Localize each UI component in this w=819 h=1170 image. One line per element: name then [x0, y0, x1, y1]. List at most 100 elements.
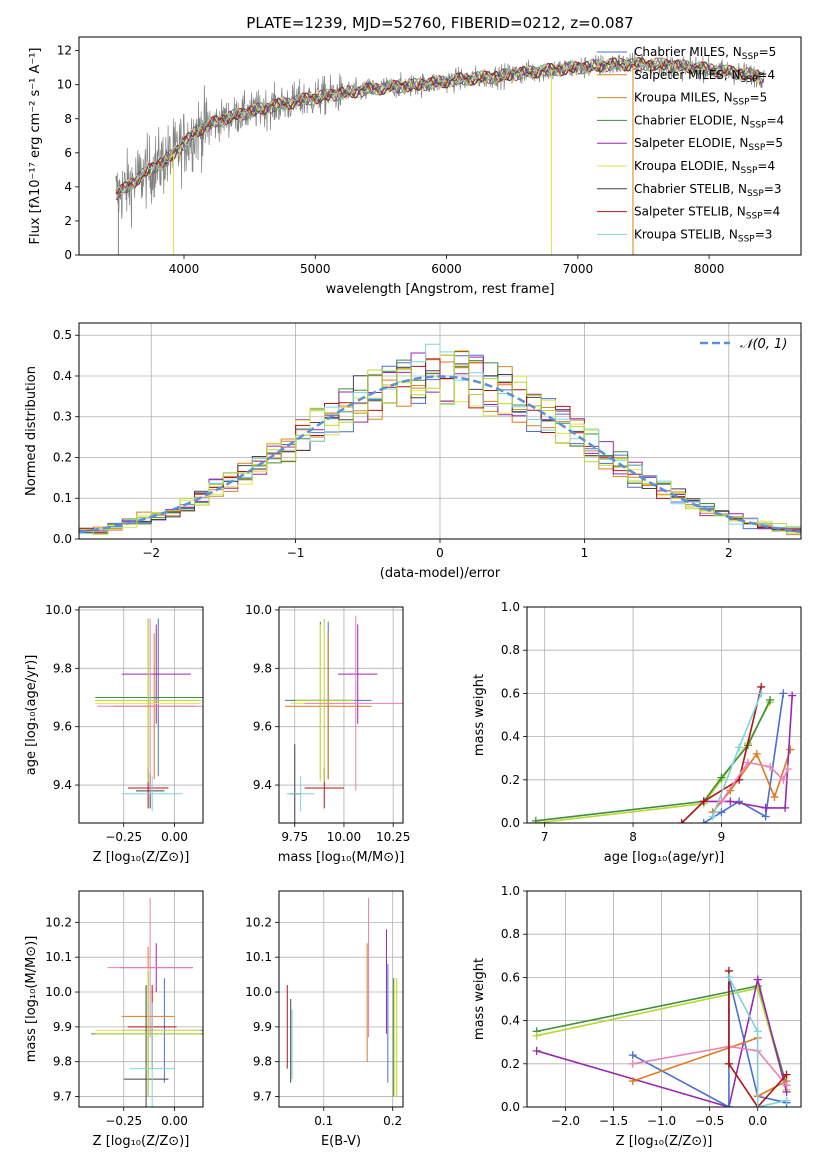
panel-weight_vs_Z: −2.0 −1.5 −1.0 −0.5 0.0 0.0 0.2 0.4 0.6 0.8 1.0 Z […: [472, 884, 802, 1149]
plot-area: [79, 343, 801, 536]
axes-frame: [78, 606, 204, 824]
x-tick-label: 9: [718, 830, 726, 844]
x-tick-label: 8000: [694, 262, 725, 276]
y-axis-label: mass [log₁₀(M/M⊙)]: [24, 936, 39, 1063]
weight-line-kroupa_stelib: [711, 693, 762, 817]
weight-marker: [628, 1051, 637, 1060]
legend-subscript: SSP: [742, 52, 759, 62]
x-tick-label: −0.5: [695, 1114, 724, 1128]
y-tick-label: 10.0: [245, 985, 272, 999]
weight-marker: [724, 1059, 733, 1068]
errorbar-point: [284, 633, 372, 780]
plot-area: [115, 49, 765, 255]
legend-subscript: SSP: [750, 120, 767, 130]
y-tick-label: 0.6: [501, 970, 520, 984]
errorbar-point: [338, 624, 378, 724]
weight-marker: [532, 1046, 541, 1055]
plot-area: [532, 966, 791, 1107]
errorbar-point: [107, 897, 193, 1038]
ticks: 9.75 10.00 10.25 9.4 9.6 9.8 10.0: [245, 603, 410, 844]
weight-marker: [708, 812, 717, 821]
y-tick-label: 10: [57, 78, 72, 92]
x-tick-label: −2: [142, 546, 160, 560]
weight-marker: [753, 975, 762, 984]
x-tick-label: −1.5: [599, 1114, 628, 1128]
legend-suffix: =4: [757, 159, 775, 173]
legend-suffix: =4: [763, 205, 781, 219]
x-tick-label: 10.25: [376, 830, 410, 844]
y-tick-label: 0.4: [53, 369, 72, 383]
errorbar-point: [294, 618, 354, 783]
weight-marker: [724, 973, 733, 982]
y-tick-label: 9.6: [53, 720, 72, 734]
x-tick-label: 0: [436, 546, 444, 560]
x-tick-label: 0.1: [314, 1114, 333, 1128]
x-axis-label: mass [log₁₀(M/M⊙)]: [278, 850, 405, 865]
plot-area: [531, 682, 797, 823]
errorbar-point: [123, 985, 169, 1107]
residual-histogram-lime: [79, 350, 801, 535]
y-tick-label: 1.0: [501, 884, 520, 898]
legend-entry: 𝒩(0, 1): [740, 337, 787, 352]
ticks: 4000 5000 6000 7000 8000 0 2 4 6 8 10 12: [57, 44, 725, 276]
y-axis-label: Normed distribution: [24, 366, 39, 496]
weight-marker: [788, 691, 797, 700]
y-tick-label: 4: [64, 180, 72, 194]
gridlines: [527, 606, 801, 824]
y-tick-label: 0.8: [501, 643, 520, 657]
x-tick-label: 7: [541, 830, 549, 844]
x-tick-label: 7000: [563, 262, 594, 276]
y-axis-label: age [log₁₀(age/yr)]: [24, 655, 39, 776]
legend-suffix: =5: [759, 45, 777, 59]
legend-label: Salpeter ELODIE, N: [634, 136, 748, 150]
legend-entry: Chabrier ELODIE, NSSP=4: [634, 113, 784, 130]
legend-label: Kroupa MILES, N: [634, 91, 733, 105]
plot-area: [91, 897, 203, 1107]
y-tick-label: 9.7: [253, 1090, 272, 1104]
ticks: −2 −1 0 1 2 0.0 0.1 0.2 0.3 0.4 0.5: [53, 328, 733, 560]
axes-frame: [278, 890, 404, 1108]
weight-line-salpeter_stelib: [681, 686, 762, 823]
weight-marker: [757, 689, 766, 698]
errorbar-point: [95, 971, 201, 1097]
y-tick-label: 10.0: [45, 603, 72, 617]
y-tick-label: 0.4: [501, 730, 520, 744]
weight-line-salpeter_miles: [711, 749, 792, 813]
panel-mass_vs_ebv: 0.1 0.2 9.7 9.8 9.9 10.0 10.1 10.2 E(B-V): [245, 890, 404, 1149]
y-axis-label: Flux [fλ10⁻¹⁷ erg cm⁻² s⁻¹ A⁻¹]: [28, 48, 43, 245]
x-tick-label: 5000: [300, 262, 331, 276]
x-axis-label: Z [log₁₀(Z/Z⊙)]: [93, 850, 190, 865]
weight-line-salpeter_elodie: [703, 695, 793, 809]
y-tick-label: 10.2: [45, 915, 72, 929]
panel-age_vs_mass: 9.75 10.00 10.25 9.4 9.6 9.8 10.0 mass [log₁₀(M…: [245, 603, 410, 865]
x-tick-label: 0.0: [748, 1114, 767, 1128]
y-axis-label: mass weight: [472, 958, 487, 1040]
legend-label: Chabrier MILES, N: [634, 45, 742, 59]
weight-marker: [717, 808, 726, 817]
legend-label: Kroupa ELODIE, N: [634, 159, 741, 173]
x-tick-label: 6000: [431, 262, 462, 276]
figure-title: PLATE=1239, MJD=52760, FIBERID=0212, z=0…: [246, 14, 633, 32]
ticks: 7 8 9 0.0 0.2 0.4 0.6 0.8 1.0: [501, 600, 725, 844]
weight-marker: [677, 819, 686, 823]
legend-subscript: SSP: [741, 75, 758, 85]
x-tick-label: −1: [287, 546, 305, 560]
weight-marker: [766, 762, 775, 771]
model-line-kroupa_elodie: [115, 57, 765, 199]
legend-suffix: =3: [755, 227, 773, 241]
weight-marker: [724, 1103, 733, 1107]
normal-curve: [79, 375, 801, 534]
y-tick-label: 10.1: [245, 950, 272, 964]
y-tick-label: 0.2: [501, 773, 520, 787]
y-tick-label: 0.5: [53, 328, 72, 342]
weight-marker: [761, 812, 770, 821]
weight-marker: [717, 797, 726, 806]
x-axis-label: (data-model)/error: [380, 566, 501, 581]
gridlines: [79, 607, 203, 823]
weight-marker: [786, 745, 795, 754]
weight-marker: [770, 793, 779, 802]
legend-subscript: SSP: [748, 143, 765, 153]
ticks: −0.25 0.00 9.7 9.8 9.9 10.0 10.1 10.2: [45, 915, 188, 1128]
y-tick-label: 10.0: [245, 603, 272, 617]
